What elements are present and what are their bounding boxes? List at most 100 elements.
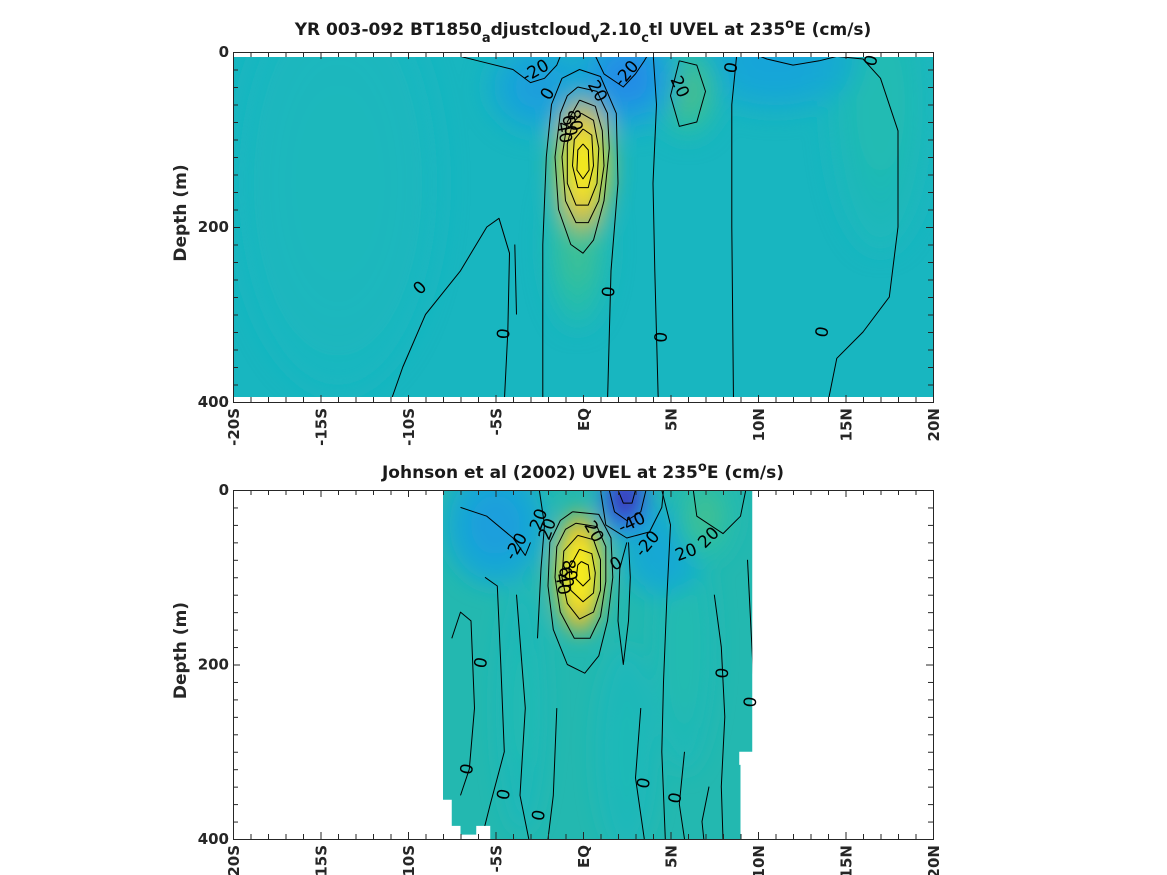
upper-heatmap — [233, 57, 933, 397]
y-tick-label: 400 — [198, 393, 229, 411]
title-part: djustcloud — [491, 20, 591, 40]
heatmap-blob — [611, 702, 642, 801]
contour-line — [747, 559, 753, 822]
contour-label: 0 — [721, 61, 743, 75]
lower-panel: Johnson et al (2002) UVEL at 235oE (cm/s… — [171, 460, 943, 875]
contour-label: 40 — [552, 120, 575, 145]
contour-label: 0 — [741, 696, 762, 709]
x-tick-label: 10N — [750, 408, 768, 441]
contour-line — [731, 57, 738, 397]
y-tick-label: 400 — [198, 830, 229, 848]
x-tick-label: 10N — [750, 845, 768, 875]
title-part: YR 003-092 BT1850 — [294, 20, 482, 40]
x-tick-label: -10S — [400, 845, 418, 875]
title-part: c — [641, 31, 649, 46]
contour-line — [561, 99, 605, 224]
contour-line — [554, 86, 610, 254]
heatmap-blob — [669, 588, 700, 706]
x-tick-label: 5N — [663, 408, 681, 431]
contour-line — [460, 506, 531, 556]
upper-title: YR 003-092 BT1850adjustcloudv2.10ctl UVE… — [294, 17, 872, 46]
title-part: tl UVEL at 235 — [649, 20, 785, 40]
contour-label: 80 — [563, 108, 586, 133]
heatmap-blob — [855, 57, 906, 174]
contour-line — [713, 594, 726, 839]
contour-label: 0 — [665, 791, 687, 805]
heatmap-blob — [288, 84, 388, 282]
upper-panel: YR 003-092 BT1850adjustcloudv2.10ctl UVE… — [171, 17, 943, 446]
contour-label: 0 — [493, 787, 515, 801]
heatmap-blob — [567, 543, 592, 603]
contour-line — [554, 522, 607, 639]
x-tick-label: -15S — [313, 845, 331, 875]
contour-label: 0 — [861, 53, 883, 69]
contour-line — [608, 490, 647, 521]
contour-label: 0 — [471, 656, 493, 670]
contour-line — [561, 534, 601, 620]
contour-line — [514, 244, 517, 315]
contour-line — [670, 60, 706, 127]
x-tick-label: -10S — [400, 408, 418, 446]
x-tick-label: -20S — [225, 845, 243, 875]
y-tick-label: 0 — [219, 481, 229, 499]
heatmap-blob — [470, 495, 521, 555]
contour-label: 0 — [457, 762, 479, 776]
contour-label: 60 — [554, 565, 577, 590]
contour-label: 60 — [557, 113, 580, 138]
contour-line — [547, 708, 558, 839]
x-tick-label: EQ — [575, 845, 593, 868]
contour-label: 0 — [812, 325, 834, 339]
contour-label: 0 — [633, 776, 655, 790]
x-tick-label: -20S — [225, 408, 243, 446]
x-tick-label: 20N — [925, 408, 943, 441]
contour-label: 0 — [713, 667, 734, 680]
heatmap-blob — [736, 57, 815, 86]
contour-line — [635, 708, 645, 839]
heatmap-blob — [514, 64, 564, 110]
x-tick-label: 20N — [925, 845, 943, 875]
y-tick-label: 0 — [219, 43, 229, 61]
contour-line — [391, 217, 510, 397]
lower-title: Johnson et al (2002) UVEL at 235oE (cm/s… — [381, 460, 784, 483]
contour-line — [617, 490, 636, 504]
contour-label: 0 — [651, 331, 672, 344]
title-part: Johnson et al (2002) UVEL at 235 — [381, 463, 698, 483]
contour-line — [595, 57, 648, 88]
contour-line — [600, 490, 664, 539]
x-tick-label: -5S — [488, 845, 506, 872]
lower-y-axis-label: Depth (m) — [171, 602, 191, 699]
title-part: E (cm/s) — [707, 463, 784, 483]
contour-line — [760, 57, 899, 397]
title-part: 2.10 — [599, 20, 641, 40]
x-tick-label: 15N — [838, 408, 856, 441]
contour-line — [566, 112, 600, 206]
heatmap-blob — [673, 69, 703, 114]
upper-x-axis: -20S -15S -10S -5S EQ 5N 10N 15N 20N — [225, 52, 943, 446]
contour-label: 0 — [494, 327, 515, 340]
x-tick-label: -5S — [488, 408, 506, 435]
contour-line — [481, 576, 505, 839]
contour-line — [460, 57, 561, 84]
x-tick-label: -15S — [313, 408, 331, 446]
contour-line — [516, 594, 530, 839]
title-part: E (cm/s) — [794, 20, 871, 40]
y-tick-label: 200 — [198, 218, 229, 236]
contour-line — [547, 511, 614, 674]
contour-label: 0 — [528, 808, 550, 822]
lower-contour-lines — [451, 490, 753, 839]
y-tick-label: 200 — [198, 656, 229, 674]
heatmap-blob — [509, 649, 534, 768]
lower-y-axis: 0 200 400 — [198, 481, 933, 848]
contour-line — [678, 751, 685, 839]
title-part: o — [698, 460, 707, 475]
contour-line — [617, 542, 631, 665]
contour-line — [575, 561, 591, 587]
contour-line — [661, 490, 671, 839]
contour-line — [451, 611, 475, 796]
x-tick-label: EQ — [575, 408, 593, 431]
contour-line — [652, 57, 659, 397]
title-part: v — [591, 31, 600, 46]
